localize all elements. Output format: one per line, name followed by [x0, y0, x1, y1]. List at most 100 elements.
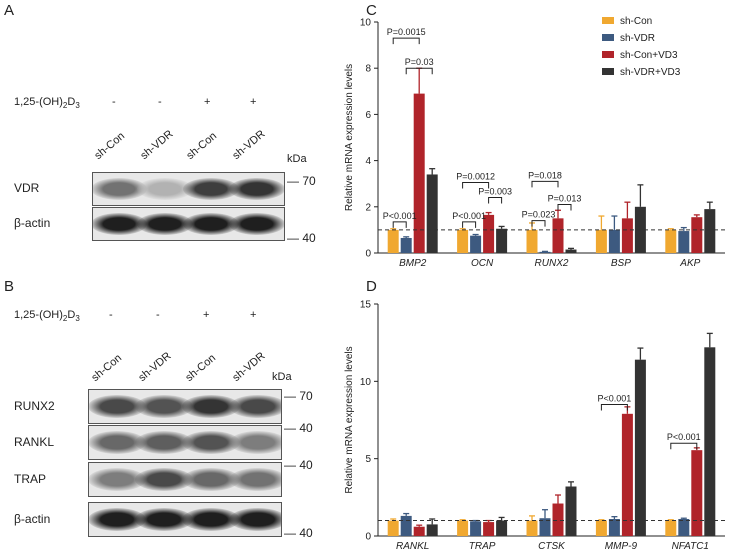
blot-band [229, 467, 281, 492]
bar [691, 450, 703, 536]
panel-c-label: C [366, 2, 377, 19]
y-tick-label: 4 [365, 156, 371, 167]
bar [552, 218, 564, 253]
lane-label: sh-VDR [230, 128, 268, 162]
blot-band [229, 177, 284, 201]
bar [634, 359, 646, 536]
treatment-sign: - [158, 96, 162, 108]
blot-row-label: VDR [14, 181, 40, 195]
bar [665, 520, 677, 536]
bar [595, 229, 607, 253]
bar [387, 520, 399, 536]
blot-band [135, 430, 193, 455]
y-tick-label: 10 [360, 18, 372, 29]
bar [678, 518, 690, 536]
x-tick-label: AKP [679, 258, 700, 269]
blot-band [135, 394, 193, 419]
p-value-label: P<0.001 [598, 394, 632, 404]
blot-band [229, 212, 284, 236]
bar [621, 218, 633, 253]
significance-bracket [531, 180, 559, 188]
marker-label: — 70 [287, 174, 316, 188]
treatment-sign: + [250, 309, 257, 321]
bar [526, 229, 538, 253]
y-tick-label: 0 [365, 532, 371, 543]
blot-band [89, 507, 146, 532]
bar [704, 347, 716, 536]
blot-strip [92, 207, 285, 241]
panel-a-treatment-label: 1,25-(OH)2D3 [14, 96, 80, 111]
blot-band [89, 430, 146, 455]
legend-swatch [602, 34, 614, 41]
blot-row-label: RUNX2 [14, 398, 55, 413]
blot-band [182, 467, 240, 492]
significance-bracket [600, 404, 628, 411]
p-value-label: P=0.023 [522, 210, 556, 220]
treatment-sign: - [156, 309, 160, 321]
bar [426, 524, 438, 536]
blot-band [135, 467, 193, 492]
treatment-sign: + [203, 309, 210, 321]
bar [565, 249, 577, 253]
panel-b-kda-label: kDa [272, 371, 292, 383]
bar [621, 413, 633, 536]
bar [483, 214, 495, 253]
y-axis-label: Relative mRNA expression levels [344, 64, 355, 211]
marker-label: — 70 [284, 389, 313, 403]
marker-label: — 40 [284, 458, 313, 472]
bar [413, 526, 425, 536]
bar [457, 520, 469, 536]
x-tick-label: NFATC1 [672, 541, 709, 552]
p-value-label: P=0.0012 [456, 172, 495, 182]
bar [539, 518, 551, 536]
x-tick-label: BSP [611, 258, 631, 269]
panel-b-treatment-label: 1,25-(OH)2D3 [14, 309, 80, 324]
y-tick-label: 5 [365, 454, 371, 465]
blot-band [182, 430, 240, 455]
blot-band [182, 394, 240, 419]
bar [457, 229, 469, 253]
blot-strip [92, 172, 285, 206]
bar [496, 520, 508, 536]
p-value-label: P=0.03 [405, 57, 434, 67]
bar [483, 522, 495, 536]
bar [691, 217, 703, 253]
x-tick-label: MMP-9 [605, 541, 638, 552]
panel-a-kda-label: kDa [287, 153, 307, 165]
p-value-label: P=0.0015 [387, 27, 426, 37]
p-value-label: P=0.013 [548, 193, 582, 203]
blot-strip [88, 502, 282, 537]
bar [595, 520, 607, 536]
y-tick-label: 15 [360, 300, 372, 311]
treatment-sign: + [204, 96, 211, 108]
blot-row-label: β-actin [14, 216, 51, 230]
treatment-sign: - [112, 96, 116, 108]
y-tick-label: 6 [365, 110, 371, 121]
significance-bracket [392, 221, 407, 228]
x-tick-label: CTSK [538, 541, 566, 552]
p-value-label: P=0.003 [478, 187, 512, 197]
blot-band [229, 430, 281, 455]
lane-label: sh-Con [89, 352, 125, 384]
bar [678, 231, 690, 253]
significance-bracket [462, 182, 490, 189]
blot-strip [88, 462, 282, 497]
blot-band [182, 507, 240, 532]
significance-bracket [488, 197, 503, 204]
blot-row-label: β-actin [14, 511, 51, 526]
y-axis-label: Relative mRNA expression levels [344, 346, 355, 493]
lane-label: sh-Con [184, 130, 220, 162]
blot-band [89, 394, 146, 419]
lane-label: sh-Con [183, 352, 219, 384]
legend-swatch [602, 17, 614, 24]
legend-swatch [602, 51, 614, 58]
panel-a-label: A [4, 2, 15, 19]
blot-row-label: RANKL [14, 434, 55, 449]
x-tick-label: RANKL [396, 541, 429, 552]
bar [565, 486, 577, 536]
bar [470, 235, 482, 253]
blot-band [137, 212, 193, 236]
y-tick-label: 8 [365, 64, 371, 75]
x-tick-label: TRAP [469, 541, 496, 552]
blot-band [137, 177, 193, 201]
